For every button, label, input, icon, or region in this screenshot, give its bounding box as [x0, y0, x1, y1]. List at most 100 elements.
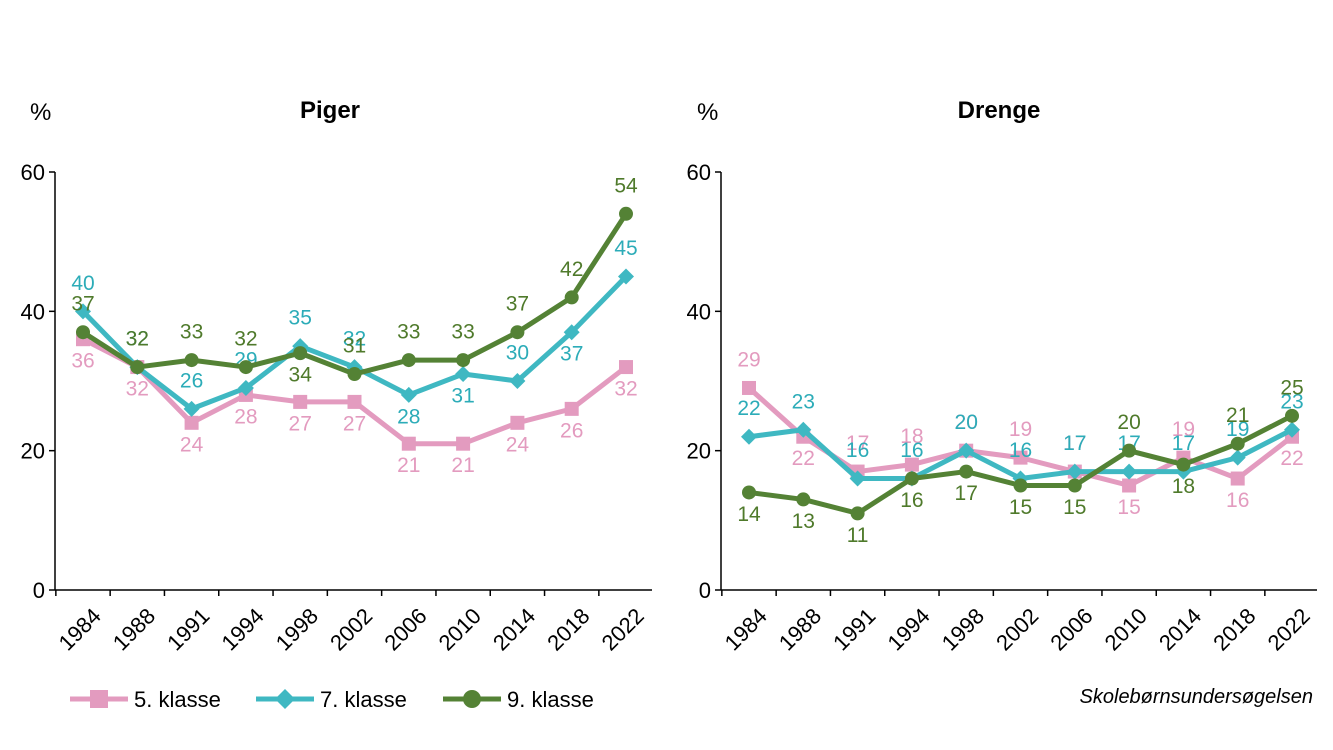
piger-series-9-klasse-label: 42 [560, 258, 583, 281]
piger-series-9-klasse-label: 34 [289, 364, 313, 387]
piger-series-7-klasse-label: 32 [343, 328, 366, 351]
drenge-series-7-klasse-label: 22 [737, 397, 760, 420]
drenge-y-tick-label: 0 [699, 578, 711, 603]
piger-x-tick-label: 1994 [216, 603, 268, 655]
drenge-series-9-klasse-point [1122, 443, 1137, 458]
drenge-x-tick-label: 1994 [882, 603, 934, 655]
legend-marker-5-klasse [90, 690, 108, 708]
drenge-series-9-klasse-point [1230, 436, 1245, 451]
drenge-x-tick-label: 2002 [991, 603, 1043, 655]
piger-series-9-klasse-label: 33 [451, 321, 474, 344]
drenge-series-9-klasse-label: 21 [1226, 404, 1249, 427]
legend-label-5-klasse: 5. klasse [134, 687, 221, 712]
drenge-series-5-klasse-label: 19 [1009, 418, 1032, 441]
drenge-x-tick-label: 2014 [1154, 603, 1206, 655]
legend-label-9-klasse: 9. klasse [507, 687, 594, 712]
drenge-series-5-klasse-point [1230, 471, 1245, 486]
piger-series-9-klasse-label: 31 [343, 335, 366, 358]
legend-marker-9-klasse [463, 690, 481, 708]
piger-series-9-klasse-label: 33 [180, 321, 203, 344]
piger-series-7-klasse-point [237, 379, 254, 396]
drenge-series-9-klasse-point [850, 506, 865, 521]
drenge-title: Drenge [958, 97, 1041, 124]
piger-series-5-klasse-label: 32 [126, 378, 149, 401]
drenge-x-tick-label: 2022 [1263, 603, 1315, 655]
drenge-x-tick-label: 2018 [1208, 603, 1260, 655]
drenge-series-7-klasse-point [1229, 449, 1246, 466]
piger-series-7-klasse-label: 40 [71, 272, 94, 295]
drenge-y-tick-label: 40 [687, 299, 711, 324]
piger-series-5-klasse-label: 36 [71, 350, 94, 373]
piger-x-tick-label: 2002 [325, 603, 377, 655]
piger-series-9-klasse-point [456, 353, 471, 368]
piger-series-7-klasse-point [400, 386, 417, 403]
drenge-series-5-klasse-label: 22 [792, 447, 815, 470]
drenge-series-7-klasse-point [1121, 463, 1138, 480]
piger-x-tick-label: 1991 [162, 603, 214, 655]
drenge-series-5-klasse-label: 20 [955, 411, 978, 434]
piger-series-9-klasse-label: 32 [234, 328, 257, 351]
drenge-series-9-klasse-label: 20 [1117, 411, 1140, 434]
piger-series-5-klasse-label: 24 [180, 433, 204, 456]
drenge-series-7-klasse-label: 17 [1063, 432, 1086, 455]
piger-series-7-klasse-label: 45 [614, 237, 637, 260]
piger-x-tick-label: 2022 [597, 603, 649, 655]
drenge-series-5-klasse-label: 16 [1226, 489, 1249, 512]
drenge-series-5-klasse-label: 17 [846, 432, 869, 455]
piger-y-tick-label: 0 [33, 578, 45, 603]
piger-series-9-klasse-label: 32 [126, 328, 149, 351]
piger-series-5-klasse-label: 26 [560, 419, 583, 442]
drenge-series-5-klasse-label: 22 [1280, 447, 1303, 470]
piger-series-9-klasse-label: 33 [397, 321, 420, 344]
drenge-series-9-klasse-label: 14 [737, 503, 761, 526]
drenge-x-tick-label: 2006 [1045, 603, 1097, 655]
drenge-series-9-klasse-point [1067, 478, 1082, 493]
drenge-series-7-klasse-label: 17 [1172, 432, 1195, 455]
piger-x-tick-label: 2006 [379, 603, 431, 655]
piger-series-7-klasse-label: 26 [180, 369, 203, 392]
piger-series-7-klasse-label: 30 [506, 342, 529, 365]
drenge-series-5-klasse-point [1122, 478, 1137, 493]
drenge-series-7-klasse-point [741, 428, 757, 445]
piger-series-7-klasse-point [183, 400, 200, 417]
piger-series-7-klasse-point [618, 268, 634, 285]
piger-series-5-klasse-label: 24 [506, 433, 530, 456]
piger-y-tick-label: 60 [21, 160, 45, 185]
drenge-series-7-klasse-label: 23 [792, 390, 815, 413]
drenge-x-tick-label: 2010 [1100, 603, 1152, 655]
drenge-y-tick-label: 20 [687, 439, 711, 464]
piger-series-9-klasse-point [184, 353, 199, 368]
piger-series-9-klasse-point [293, 346, 308, 361]
piger-series-5-klasse-point [184, 415, 199, 430]
piger-series-9-klasse-point [401, 353, 416, 368]
piger-series-9-klasse-point [130, 360, 145, 375]
piger-series-9-klasse-point [347, 367, 362, 382]
drenge-ylabel: % [697, 99, 718, 126]
piger-series-9-klasse-label: 37 [71, 293, 94, 316]
piger-y-tick-label: 40 [21, 299, 45, 324]
drenge-series-9-klasse-label: 13 [792, 510, 815, 533]
drenge-series-9-klasse-point [1013, 478, 1028, 493]
drenge-series-7-klasse-label: 20 [955, 411, 978, 434]
drenge-series-5-klasse-label: 29 [737, 348, 760, 371]
piger-x-tick-label: 2018 [542, 603, 594, 655]
drenge-series-5-klasse-point [742, 380, 756, 395]
piger-series-9-klasse-point [76, 325, 90, 340]
piger-series-7-klasse-label: 35 [289, 307, 312, 330]
drenge-series-7-klasse-point [1284, 421, 1300, 438]
drenge-x-tick-label: 1984 [720, 603, 772, 655]
drenge-series-9-klasse-label: 25 [1280, 376, 1303, 399]
piger-series-5-klasse-label: 21 [451, 454, 474, 477]
piger-series-7-klasse-point [455, 366, 472, 383]
piger-series-5-klasse-point [564, 401, 579, 416]
piger-series-5-klasse-label: 21 [397, 454, 420, 477]
piger-series-9-klasse-point [619, 206, 633, 221]
piger-series-5-klasse-point [347, 394, 362, 409]
piger-series-9-klasse-point [564, 290, 579, 305]
drenge-series-7-klasse-label: 16 [846, 439, 869, 462]
piger-series-5-klasse-label: 27 [289, 412, 312, 435]
drenge-series-9-klasse-label: 18 [1172, 475, 1195, 498]
drenge-series-9-klasse-point [742, 485, 756, 500]
drenge-series-5-klasse-label: 15 [1117, 496, 1140, 519]
piger-series-5-klasse-label: 28 [234, 405, 257, 428]
